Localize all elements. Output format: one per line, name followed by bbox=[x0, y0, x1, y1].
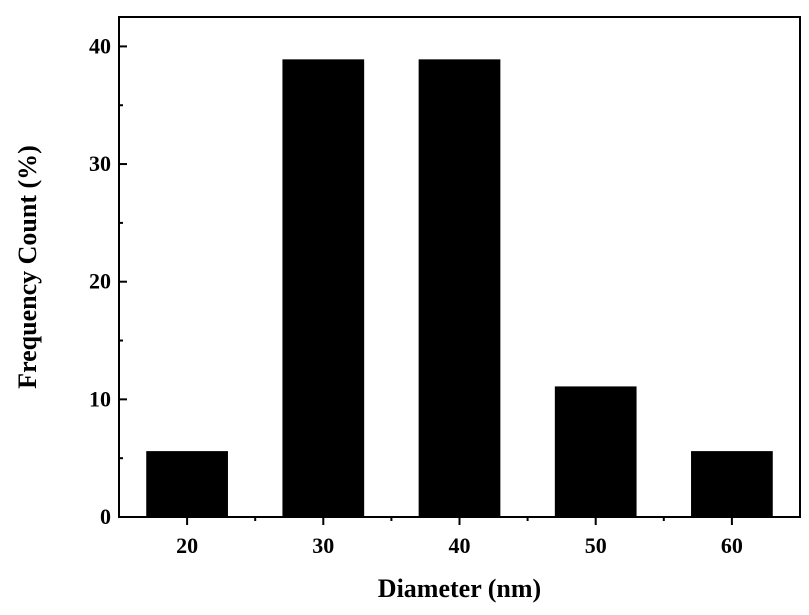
bar-30 bbox=[282, 59, 365, 518]
bar-40 bbox=[418, 59, 501, 518]
x-tick-label: 50 bbox=[585, 533, 607, 558]
y-axis-title: Frequency Count (%) bbox=[13, 145, 42, 389]
y-tick-label: 40 bbox=[89, 33, 111, 58]
x-tick-label: 40 bbox=[449, 533, 471, 558]
bars-group bbox=[146, 59, 773, 518]
y-tick-label: 30 bbox=[89, 151, 111, 176]
ticks-group: 0 10 20 30 40 20 30 40 50 60 bbox=[89, 33, 743, 558]
y-tick-label: 0 bbox=[100, 504, 111, 529]
bar-60 bbox=[691, 451, 773, 517]
x-tick-label: 20 bbox=[176, 533, 198, 558]
x-axis-title: Diameter (nm) bbox=[378, 574, 541, 603]
x-tick-label: 60 bbox=[721, 533, 743, 558]
x-tick-label: 30 bbox=[312, 533, 334, 558]
bar-20 bbox=[146, 451, 228, 517]
bar-50 bbox=[554, 386, 637, 517]
y-tick-label: 10 bbox=[89, 386, 111, 411]
y-tick-label: 20 bbox=[89, 269, 111, 294]
